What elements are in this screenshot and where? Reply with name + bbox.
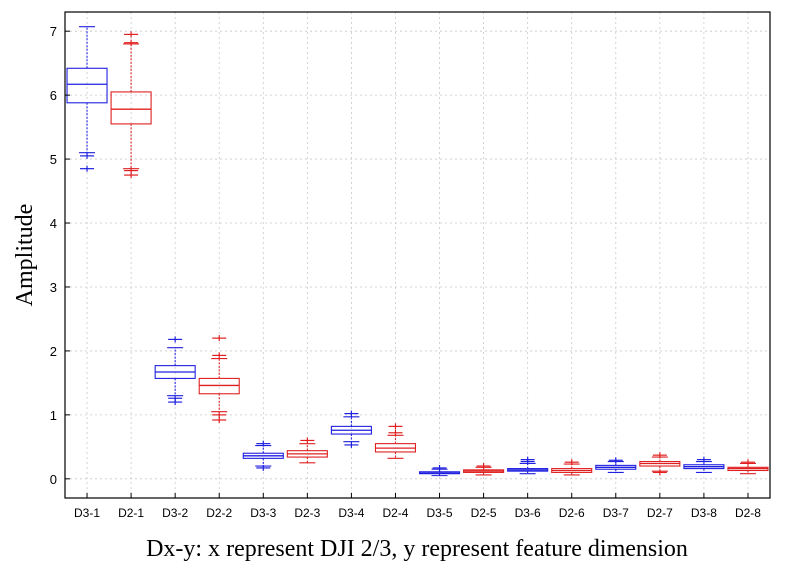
outlier-marker (124, 31, 139, 38)
outlier-marker (564, 459, 579, 466)
y-axis-title: Amplitude (12, 204, 38, 307)
x-tick-label: D3-3 (250, 506, 276, 520)
box-D2-2 (198, 335, 240, 423)
x-axis-ticks: D3-1 D2-1 D3-2 D2-2 D3-3 D2-3 D3-4 D2-4 D3-5 D2-5… (74, 493, 761, 520)
x-tick-label: D3-5 (427, 506, 453, 520)
x-tick-label: D2-1 (118, 506, 144, 520)
box-D3-4 (330, 410, 372, 448)
x-tick-label: D2-4 (382, 506, 408, 520)
outlier-marker (652, 452, 667, 459)
box-D3-6 (507, 456, 549, 475)
x-tick-label: D3-1 (74, 506, 100, 520)
y-tick-label: 7 (50, 24, 57, 39)
outlier-marker (696, 456, 711, 463)
box-D2-3 (286, 437, 328, 464)
box-D3-7 (595, 457, 637, 473)
y-axis-ticks: 0 1 2 3 4 5 6 7 (50, 24, 70, 487)
outlier-marker (212, 352, 227, 359)
y-tick-label: 4 (50, 216, 57, 231)
x-axis-title: Dx-y: x represent DJI 2/3, y represent f… (146, 536, 688, 562)
x-tick-label: D2-3 (294, 506, 320, 520)
outlier-marker (124, 167, 139, 174)
y-tick-label: 1 (50, 408, 57, 423)
box-D2-8 (727, 459, 769, 475)
box-D3-8 (683, 456, 725, 473)
grid (65, 12, 770, 498)
y-tick-label: 3 (50, 280, 57, 295)
outlier-marker (740, 459, 755, 466)
box-D2-1 (110, 31, 152, 179)
box-D3-1 (66, 26, 108, 172)
x-tick-label: D3-8 (691, 506, 717, 520)
outlier-marker (432, 464, 447, 471)
outlier-marker (476, 463, 491, 470)
box-D3-2 (154, 336, 196, 406)
x-tick-label: D3-7 (603, 506, 629, 520)
y-tick-label: 6 (50, 88, 57, 103)
y-tick-label: 5 (50, 152, 57, 167)
x-tick-label: D2-5 (471, 506, 497, 520)
box-D2-5 (463, 463, 505, 476)
x-tick-label: D3-4 (338, 506, 364, 520)
outlier-marker (388, 429, 403, 436)
outlier-marker (300, 437, 315, 444)
x-tick-label: D3-2 (162, 506, 188, 520)
outlier-marker (520, 456, 535, 463)
box-D3-3 (242, 440, 284, 471)
outlier-marker (344, 410, 359, 417)
outlier-marker (80, 152, 95, 159)
box-D2-7 (639, 452, 681, 476)
plot-frame (64, 11, 771, 499)
y-tick-label: 0 (50, 472, 57, 487)
box-D3-5 (418, 464, 461, 477)
x-tick-label: D3-6 (515, 506, 541, 520)
x-tick-label: D2-7 (647, 506, 673, 520)
outlier-marker (256, 440, 271, 447)
outlier-marker (212, 335, 227, 342)
outlier-marker (168, 395, 183, 402)
outlier-marker (388, 423, 403, 430)
box-D2-4 (374, 423, 417, 459)
outlier-marker (344, 441, 359, 448)
x-tick-label: D2-6 (559, 506, 585, 520)
outlier-marker (608, 457, 623, 464)
y-tick-label: 2 (50, 344, 57, 359)
box-D2-6 (551, 459, 593, 476)
outlier-marker (212, 411, 227, 418)
outlier-marker (212, 416, 227, 423)
outlier-marker (256, 464, 271, 471)
x-tick-label: D2-2 (206, 506, 232, 520)
outlier-marker (652, 469, 667, 476)
outlier-marker (168, 336, 183, 343)
outlier-marker (124, 39, 139, 46)
boxes (66, 26, 769, 477)
box-iqr (66, 67, 108, 104)
box-iqr (110, 91, 152, 125)
outlier-marker (80, 165, 95, 172)
x-tick-label: D2-8 (735, 506, 761, 520)
